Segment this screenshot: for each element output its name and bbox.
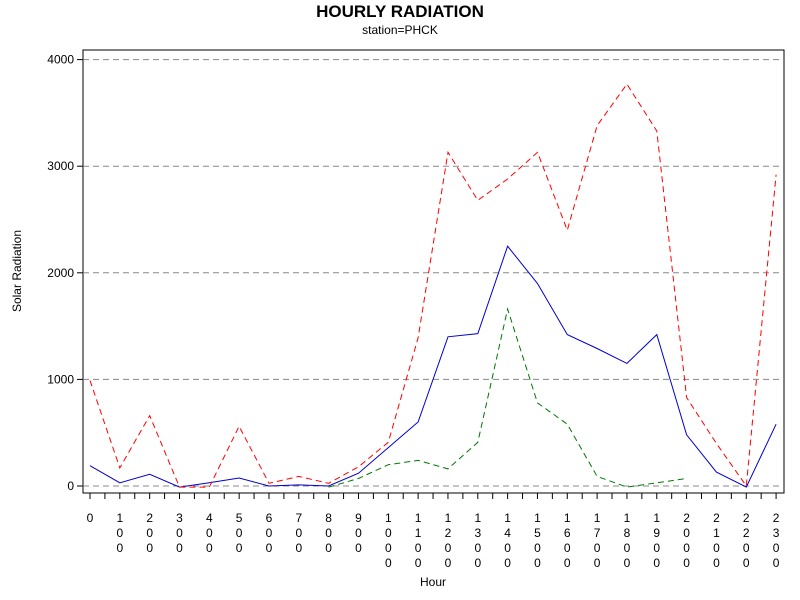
plot-frame bbox=[82, 49, 785, 494]
y-tick-label: 4000 bbox=[47, 53, 74, 67]
y-axis-label: Solar Radiation bbox=[10, 230, 24, 312]
chart-subtitle: station=PHCK bbox=[362, 23, 438, 37]
y-tick-label: 3000 bbox=[47, 159, 74, 173]
y-tick-label: 2000 bbox=[47, 266, 74, 280]
x-axis-label: Hour bbox=[420, 575, 446, 589]
chart-title: HOURLY RADIATION bbox=[316, 2, 484, 21]
series-line-2 bbox=[89, 83, 777, 488]
x-tick-label: 0 bbox=[87, 511, 94, 525]
series-line-3 bbox=[328, 307, 687, 488]
series-line-1 bbox=[89, 245, 777, 488]
grid-lines bbox=[83, 59, 784, 487]
data-series bbox=[89, 83, 777, 488]
y-tick-label: 1000 bbox=[47, 372, 74, 386]
y-tick-label: 0 bbox=[67, 479, 74, 493]
y-axis-ticks: 0 1000 2000 3000 4000 bbox=[47, 53, 83, 493]
x-axis-ticks: 0 1 0 0 2 0 0 3 0 0 4 0 0 5 0 0 6 0 0 7 0 0 8 0 0 9 0 0 1 0 0 0 1 1 0 0 1 2 0 0… bbox=[87, 493, 780, 570]
